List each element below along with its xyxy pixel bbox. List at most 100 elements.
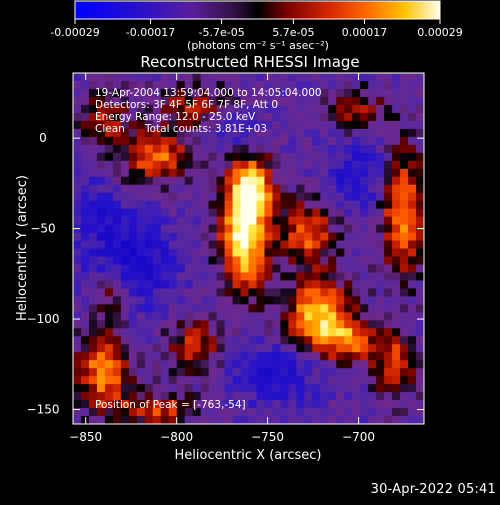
heatmap-cell: [136, 240, 146, 250]
heatmap-cell: [408, 232, 417, 242]
heatmap-cell: [256, 160, 266, 170]
heatmap-cell: [344, 112, 353, 122]
heatmap-cell: [136, 224, 146, 234]
heatmap-cell: [392, 112, 401, 122]
heatmap-cell: [224, 392, 234, 401]
heatmap-cell: [128, 248, 138, 258]
heatmap-cell: [224, 376, 234, 385]
heatmap-cell: [256, 272, 266, 282]
heatmap-cell: [256, 336, 266, 345]
heatmap-cell: [368, 104, 377, 114]
heatmap-cell: [80, 392, 90, 401]
heatmap-cell: [200, 184, 210, 194]
heatmap-cell: [248, 224, 258, 234]
heatmap-cell: [80, 280, 90, 289]
heatmap-cell: [368, 248, 377, 258]
heatmap-cell: [144, 408, 154, 417]
heatmap-cell: [216, 296, 226, 305]
heatmap-cell: [328, 352, 337, 361]
heatmap-cell: [144, 248, 154, 258]
heatmap-cell: [152, 416, 162, 424]
heatmap-cell: [88, 120, 98, 130]
heatmap-cell: [352, 280, 361, 289]
heatmap-cell: [272, 104, 282, 114]
heatmap-cell: [248, 320, 258, 329]
heatmap-cell: [272, 360, 282, 369]
heatmap-cell: [216, 144, 226, 154]
heatmap-cell: [360, 288, 369, 297]
heatmap-cell: [144, 208, 154, 218]
heatmap-cell: [264, 256, 274, 266]
heatmap-cell: [200, 288, 210, 297]
heatmap-cell: [136, 160, 146, 170]
heatmap-cell: [400, 104, 409, 114]
heatmap-cell: [168, 416, 178, 424]
heatmap-cell: [320, 80, 329, 90]
annotation-method: Clean: [95, 123, 125, 135]
heatmap-cell: [216, 368, 226, 377]
heatmap-cell: [312, 104, 321, 114]
heatmap-cell: [296, 264, 305, 274]
heatmap-cell: [272, 144, 282, 154]
heatmap-cell: [80, 160, 90, 170]
heatmap-cell: [160, 200, 170, 210]
heatmap-cell: [256, 256, 266, 266]
heatmap-cell: [128, 344, 138, 353]
heatmap-cell: [288, 104, 297, 114]
heatmap-cell: [216, 160, 226, 170]
heatmap-cell: [120, 272, 130, 282]
heatmap-cell: [208, 256, 218, 266]
heatmap-cell: [152, 296, 162, 305]
heatmap-cell: [160, 120, 170, 130]
heatmap-cell: [208, 280, 218, 289]
heatmap-cell: [216, 320, 226, 329]
heatmap-cell: [408, 368, 417, 377]
heatmap-cell: [168, 73, 178, 82]
heatmap-cell: [280, 304, 289, 313]
heatmap-cell: [416, 328, 424, 337]
heatmap-cell: [96, 368, 106, 377]
heatmap-cell: [104, 336, 114, 345]
heatmap-cell: [152, 288, 162, 297]
heatmap-cell: [352, 384, 361, 393]
heatmap-cell: [104, 376, 114, 385]
heatmap-cell: [320, 176, 329, 186]
heatmap-cell: [352, 128, 361, 138]
heatmap-cell: [400, 400, 409, 409]
heatmap-cell: [184, 384, 194, 393]
colorbar-tick-label: -0.00017: [126, 26, 175, 39]
heatmap-cell: [120, 208, 130, 218]
x-tick-label: −700: [342, 430, 375, 444]
heatmap-cell: [288, 360, 297, 369]
heatmap-cell: [344, 264, 353, 274]
heatmap-cell: [336, 400, 345, 409]
colorbar-tick-label: 5.7e-05: [272, 26, 314, 39]
heatmap-cell: [392, 328, 401, 337]
heatmap-cell: [312, 240, 321, 250]
heatmap-cell: [296, 416, 305, 424]
heatmap-cell: [240, 80, 250, 90]
heatmap-cell: [400, 192, 409, 202]
heatmap-cell: [408, 208, 417, 218]
heatmap-cell: [176, 120, 186, 130]
heatmap-cell: [416, 152, 424, 162]
heatmap-cell: [120, 320, 130, 329]
heatmap-cell: [128, 208, 138, 218]
heatmap-cell: [336, 104, 345, 114]
heatmap-cell: [192, 352, 202, 361]
heatmap-cell: [224, 408, 234, 417]
heatmap-cell: [256, 384, 266, 393]
heatmap-cell: [288, 320, 297, 329]
heatmap-cell: [112, 128, 122, 138]
heatmap-cell: [232, 304, 242, 313]
heatmap-cell: [360, 200, 369, 210]
heatmap-cell: [208, 408, 218, 417]
heatmap-cell: [112, 168, 122, 178]
heatmap-cell: [80, 328, 90, 337]
heatmap-cell: [336, 192, 345, 202]
heatmap-cell: [168, 120, 178, 130]
heatmap-cell: [336, 280, 345, 289]
heatmap-cell: [416, 96, 424, 106]
heatmap-cell: [224, 88, 234, 98]
heatmap-cell: [400, 200, 409, 210]
